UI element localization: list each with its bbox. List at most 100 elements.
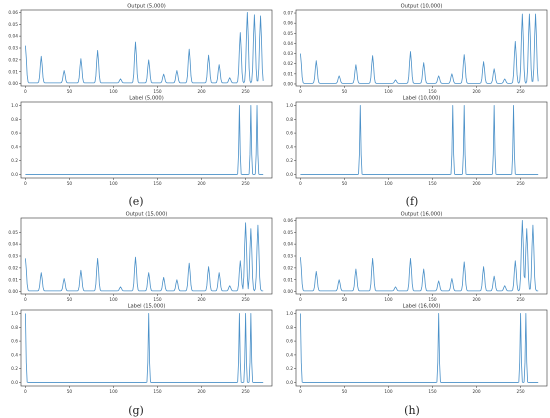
series-line [25, 105, 264, 175]
x-tick-label: 250 [516, 297, 524, 303]
subplot-7: Label (15,000) 0 50 100 150 200 250 0.0 0.2 0.4 0.… [11, 304, 273, 395]
x-tick-label: 100 [109, 181, 117, 187]
y-tick-label: 0.8 [286, 325, 293, 331]
x-tick-label: 0 [24, 389, 27, 395]
x-tick-label: 50 [342, 89, 348, 95]
y-tick-label: 0.4 [286, 352, 293, 358]
panel-letter-f: (f) [405, 195, 419, 208]
y-tick-label: 0.8 [11, 117, 18, 123]
x-tick-label: 250 [241, 297, 249, 303]
panel-letter-g: (g) [128, 404, 144, 417]
y-tick-label: 0.4 [11, 144, 18, 150]
y-tick-label: 0.01 [8, 69, 18, 75]
y-tick-label: 1.0 [286, 311, 293, 317]
axes-frame [20, 309, 273, 387]
x-tick-label: 50 [67, 389, 73, 395]
series-line [25, 222, 264, 292]
x-tick-label: 150 [153, 181, 161, 187]
y-tick-label: 0.03 [8, 46, 18, 52]
x-tick-label: 150 [428, 181, 436, 187]
subplot-title: Output (15,000) [126, 212, 168, 218]
x-tick-label: 0 [299, 181, 302, 187]
x-tick-label: 250 [241, 89, 249, 95]
y-tick-label: 0.8 [286, 117, 293, 123]
subplot-1: Output (5,000) 0 50 100 150 200 250 0.00 0.01 0.0… [8, 4, 273, 95]
x-tick-label: 100 [384, 389, 392, 395]
x-tick-label: 200 [472, 297, 480, 303]
x-tick-label: 100 [384, 297, 392, 303]
x-tick-label: 200 [197, 181, 205, 187]
panel-letter-h: (h) [404, 404, 420, 417]
x-tick-label: 250 [516, 389, 524, 395]
y-tick-label: 0.00 [283, 289, 293, 295]
y-tick-label: 0.04 [283, 41, 293, 47]
series-line [300, 219, 539, 292]
x-tick-label: 150 [153, 297, 161, 303]
x-tick-label: 200 [472, 389, 480, 395]
y-tick-label: 0.2 [11, 366, 18, 372]
x-tick-label: 0 [299, 389, 302, 395]
y-tick-label: 0.05 [8, 230, 18, 236]
x-tick-label: 250 [516, 89, 524, 95]
series-line [300, 313, 539, 383]
y-tick-label: 0.07 [283, 11, 293, 17]
x-tick-label: 200 [472, 181, 480, 187]
x-tick-label: 100 [109, 389, 117, 395]
x-tick-label: 50 [67, 181, 73, 187]
y-tick-label: 0.06 [8, 10, 18, 16]
y-tick-label: 0.03 [283, 254, 293, 260]
y-tick-label: 0.2 [286, 158, 293, 164]
subplot-title: Label (16,000) [403, 304, 441, 310]
y-tick-label: 0.05 [283, 31, 293, 37]
y-tick-label: 0.2 [11, 158, 18, 164]
x-tick-label: 0 [299, 89, 302, 95]
axes-frame [20, 217, 273, 295]
subplot-title: Label (10,000) [403, 96, 441, 102]
y-tick-label: 0.2 [286, 366, 293, 372]
x-tick-label: 0 [24, 297, 27, 303]
x-tick-label: 100 [384, 181, 392, 187]
y-tick-label: 0.0 [286, 172, 293, 178]
subplot-title: Output (5,000) [127, 4, 166, 10]
series-line [300, 13, 539, 84]
y-tick-label: 0.01 [283, 71, 293, 77]
y-tick-label: 0.06 [283, 21, 293, 27]
y-tick-label: 0.04 [283, 242, 293, 248]
x-tick-label: 150 [428, 297, 436, 303]
y-tick-label: 0.02 [283, 61, 293, 67]
y-tick-label: 0.00 [8, 289, 18, 295]
x-tick-label: 50 [342, 181, 348, 187]
x-tick-label: 150 [428, 89, 436, 95]
x-tick-label: 100 [384, 89, 392, 95]
subplot-4: Label (10,000) 0 50 100 150 200 250 0.0 0.2 0.4 0.… [286, 96, 548, 187]
axes-frame [20, 101, 273, 179]
x-tick-label: 200 [197, 389, 205, 395]
y-tick-label: 0.8 [11, 325, 18, 331]
series-line [25, 313, 264, 383]
subplot-title: Label (15,000) [128, 304, 166, 310]
axes-frame [295, 9, 548, 87]
x-tick-label: 250 [516, 181, 524, 187]
axes-frame [295, 217, 548, 295]
y-tick-label: 0.0 [11, 172, 18, 178]
x-tick-label: 0 [24, 181, 27, 187]
x-tick-label: 200 [197, 297, 205, 303]
y-tick-label: 0.06 [283, 218, 293, 224]
y-tick-label: 0.0 [286, 380, 293, 386]
y-tick-label: 0.03 [8, 254, 18, 260]
y-tick-label: 0.01 [8, 277, 18, 283]
x-tick-label: 250 [241, 389, 249, 395]
x-tick-label: 0 [24, 89, 27, 95]
subplot-title: Output (16,000) [401, 212, 443, 218]
series-line [300, 105, 539, 175]
y-tick-label: 0.6 [286, 131, 293, 137]
series-line [25, 11, 264, 84]
y-tick-label: 0.05 [283, 230, 293, 236]
x-tick-label: 100 [109, 297, 117, 303]
y-tick-label: 1.0 [11, 103, 18, 109]
x-tick-label: 100 [109, 89, 117, 95]
x-tick-label: 150 [153, 389, 161, 395]
y-tick-label: 1.0 [11, 311, 18, 317]
y-tick-label: 0.02 [283, 265, 293, 271]
